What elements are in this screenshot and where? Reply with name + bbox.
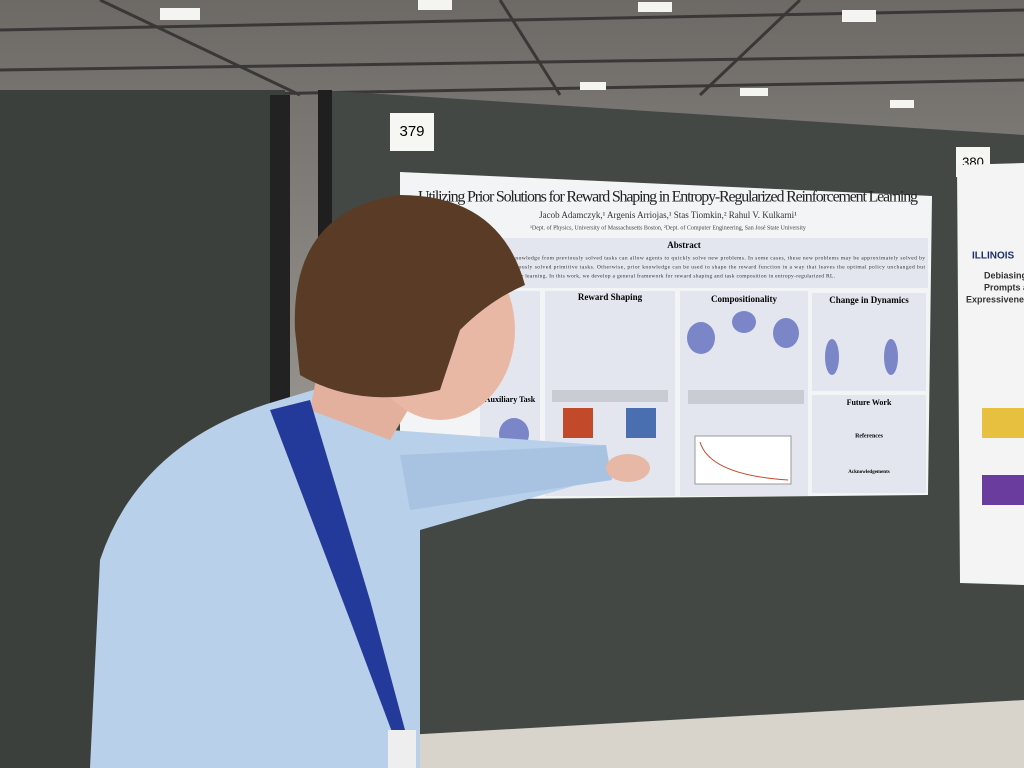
section-heading: Reward Shaping <box>578 292 643 302</box>
abstract-line: or knowledge from previously solved task… <box>505 254 925 261</box>
section-heading: Change in Dynamics <box>829 295 909 305</box>
lanyard <box>270 400 405 740</box>
neighbor-figures <box>982 408 1024 505</box>
abstract-panel <box>500 238 928 288</box>
panel-label: Auxiliary Task <box>485 395 536 404</box>
poster-title: Utilizing Prior Solutions for Reward Sha… <box>418 189 918 206</box>
abstract-line: previously solved primitive tasks. Other… <box>505 263 925 270</box>
ceiling-lights <box>160 0 914 108</box>
board-number-tag <box>390 113 434 151</box>
section-heading: Compositionality <box>711 294 778 304</box>
abstract-line: quicker learning. In this work, we devel… <box>505 272 836 279</box>
neighbor-logo: ILLINOIS <box>972 251 1015 262</box>
neighbor-title-line: Debiasing wit <box>984 270 1024 280</box>
neighbor-title-line: Expressiveness-B <box>966 294 1024 304</box>
section-heading: Future Work <box>847 398 892 407</box>
abstract-text: or knowledge from previously solved task… <box>505 254 925 279</box>
poster-figures <box>499 311 898 485</box>
board-number: 379 <box>399 123 424 140</box>
person <box>90 195 650 768</box>
section-heading: Acknowledgements <box>848 470 889 475</box>
section-heading: References <box>855 433 884 439</box>
poster-affiliations: ¹Dept. of Physics, University of Massach… <box>530 224 806 231</box>
hand <box>606 454 650 482</box>
poster-authors: Jacob Adamczyk,¹ Argenis Arriojas,¹ Stas… <box>539 210 797 220</box>
neighbor-poster <box>957 163 1024 585</box>
abstract-heading: Abstract <box>667 240 701 250</box>
neighbor-title-line: Prompts and <box>984 282 1024 292</box>
badge <box>388 730 416 768</box>
arm <box>400 445 612 510</box>
neighbor-title: Debiasing wit Prompts and Expressiveness… <box>966 270 1024 304</box>
hair <box>294 195 525 398</box>
